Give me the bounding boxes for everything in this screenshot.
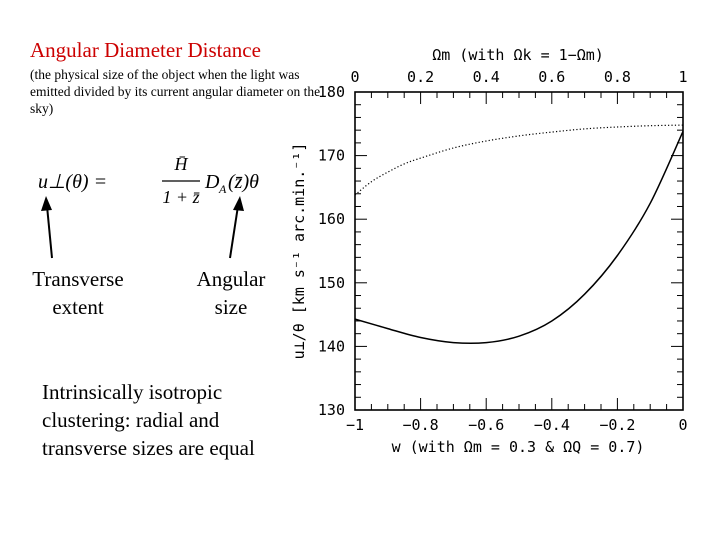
x-tick-label: −0.4: [534, 416, 570, 434]
tick-label-layer: −1 −0.8 −0.6 −0.4 −0.2 0 0 0.2 0.4 0.6 0.8 1 130 140 1…: [318, 68, 688, 434]
body-text: Intrinsically isotropic clustering: radi…: [42, 380, 255, 460]
top-tick-label: 0.2: [407, 68, 434, 86]
y-tick-label: 150: [318, 274, 345, 292]
series-layer: [354, 124, 684, 345]
formula-denominator: 1 + z̄: [162, 187, 200, 207]
plot-frame: [354, 91, 684, 411]
x-tick-label: −0.2: [599, 416, 635, 434]
series-w-line: [354, 131, 684, 345]
top-tick-label: 0.4: [473, 68, 500, 86]
y-tick-label: 180: [318, 83, 345, 101]
formula-rhs-tail: (z̄)θ: [228, 171, 259, 193]
slide-subtitle: (the physical size of the object when th…: [30, 67, 321, 116]
x-tick-label: −0.6: [468, 416, 504, 434]
x-tick-label: −0.8: [403, 416, 439, 434]
x-axis-label: w (with Ωm = 0.3 & ΩQ = 0.7): [392, 438, 645, 456]
top-tick-label: 0: [350, 68, 359, 86]
top-axis-label: Ωm (with Ωk = 1−Ωm): [432, 46, 604, 64]
y-tick-label: 130: [318, 401, 345, 419]
formula-lhs: u⊥(θ) =: [38, 171, 107, 193]
series-omega-m-line: [354, 124, 684, 196]
top-tick-label: 0.8: [604, 68, 631, 86]
x-tick-label: 0: [678, 416, 687, 434]
y-tick-label: 140: [318, 337, 345, 355]
formula-rhs: D: [204, 171, 220, 193]
y-tick-label: 160: [318, 210, 345, 228]
formula-numerator: H̄: [174, 154, 189, 174]
formula: u⊥(θ) = H̄ 1 + z̄ D A (z̄)θ: [38, 154, 259, 207]
top-tick-label: 1: [678, 68, 687, 86]
y-tick-label: 170: [318, 147, 345, 165]
label-transverse-extent: Transverse extent: [32, 267, 124, 319]
label-angular-size: Angular size: [196, 267, 266, 319]
top-tick-label: 0.6: [538, 68, 565, 86]
y-axis-label: u⊥/θ [km s⁻¹ arc.min.⁻¹]: [290, 143, 308, 360]
formula-rhs-subscript: A: [218, 182, 227, 196]
x-tick-label: −1: [346, 416, 364, 434]
slide-title: Angular Diameter Distance: [30, 38, 261, 62]
tick-marks: [354, 91, 684, 411]
